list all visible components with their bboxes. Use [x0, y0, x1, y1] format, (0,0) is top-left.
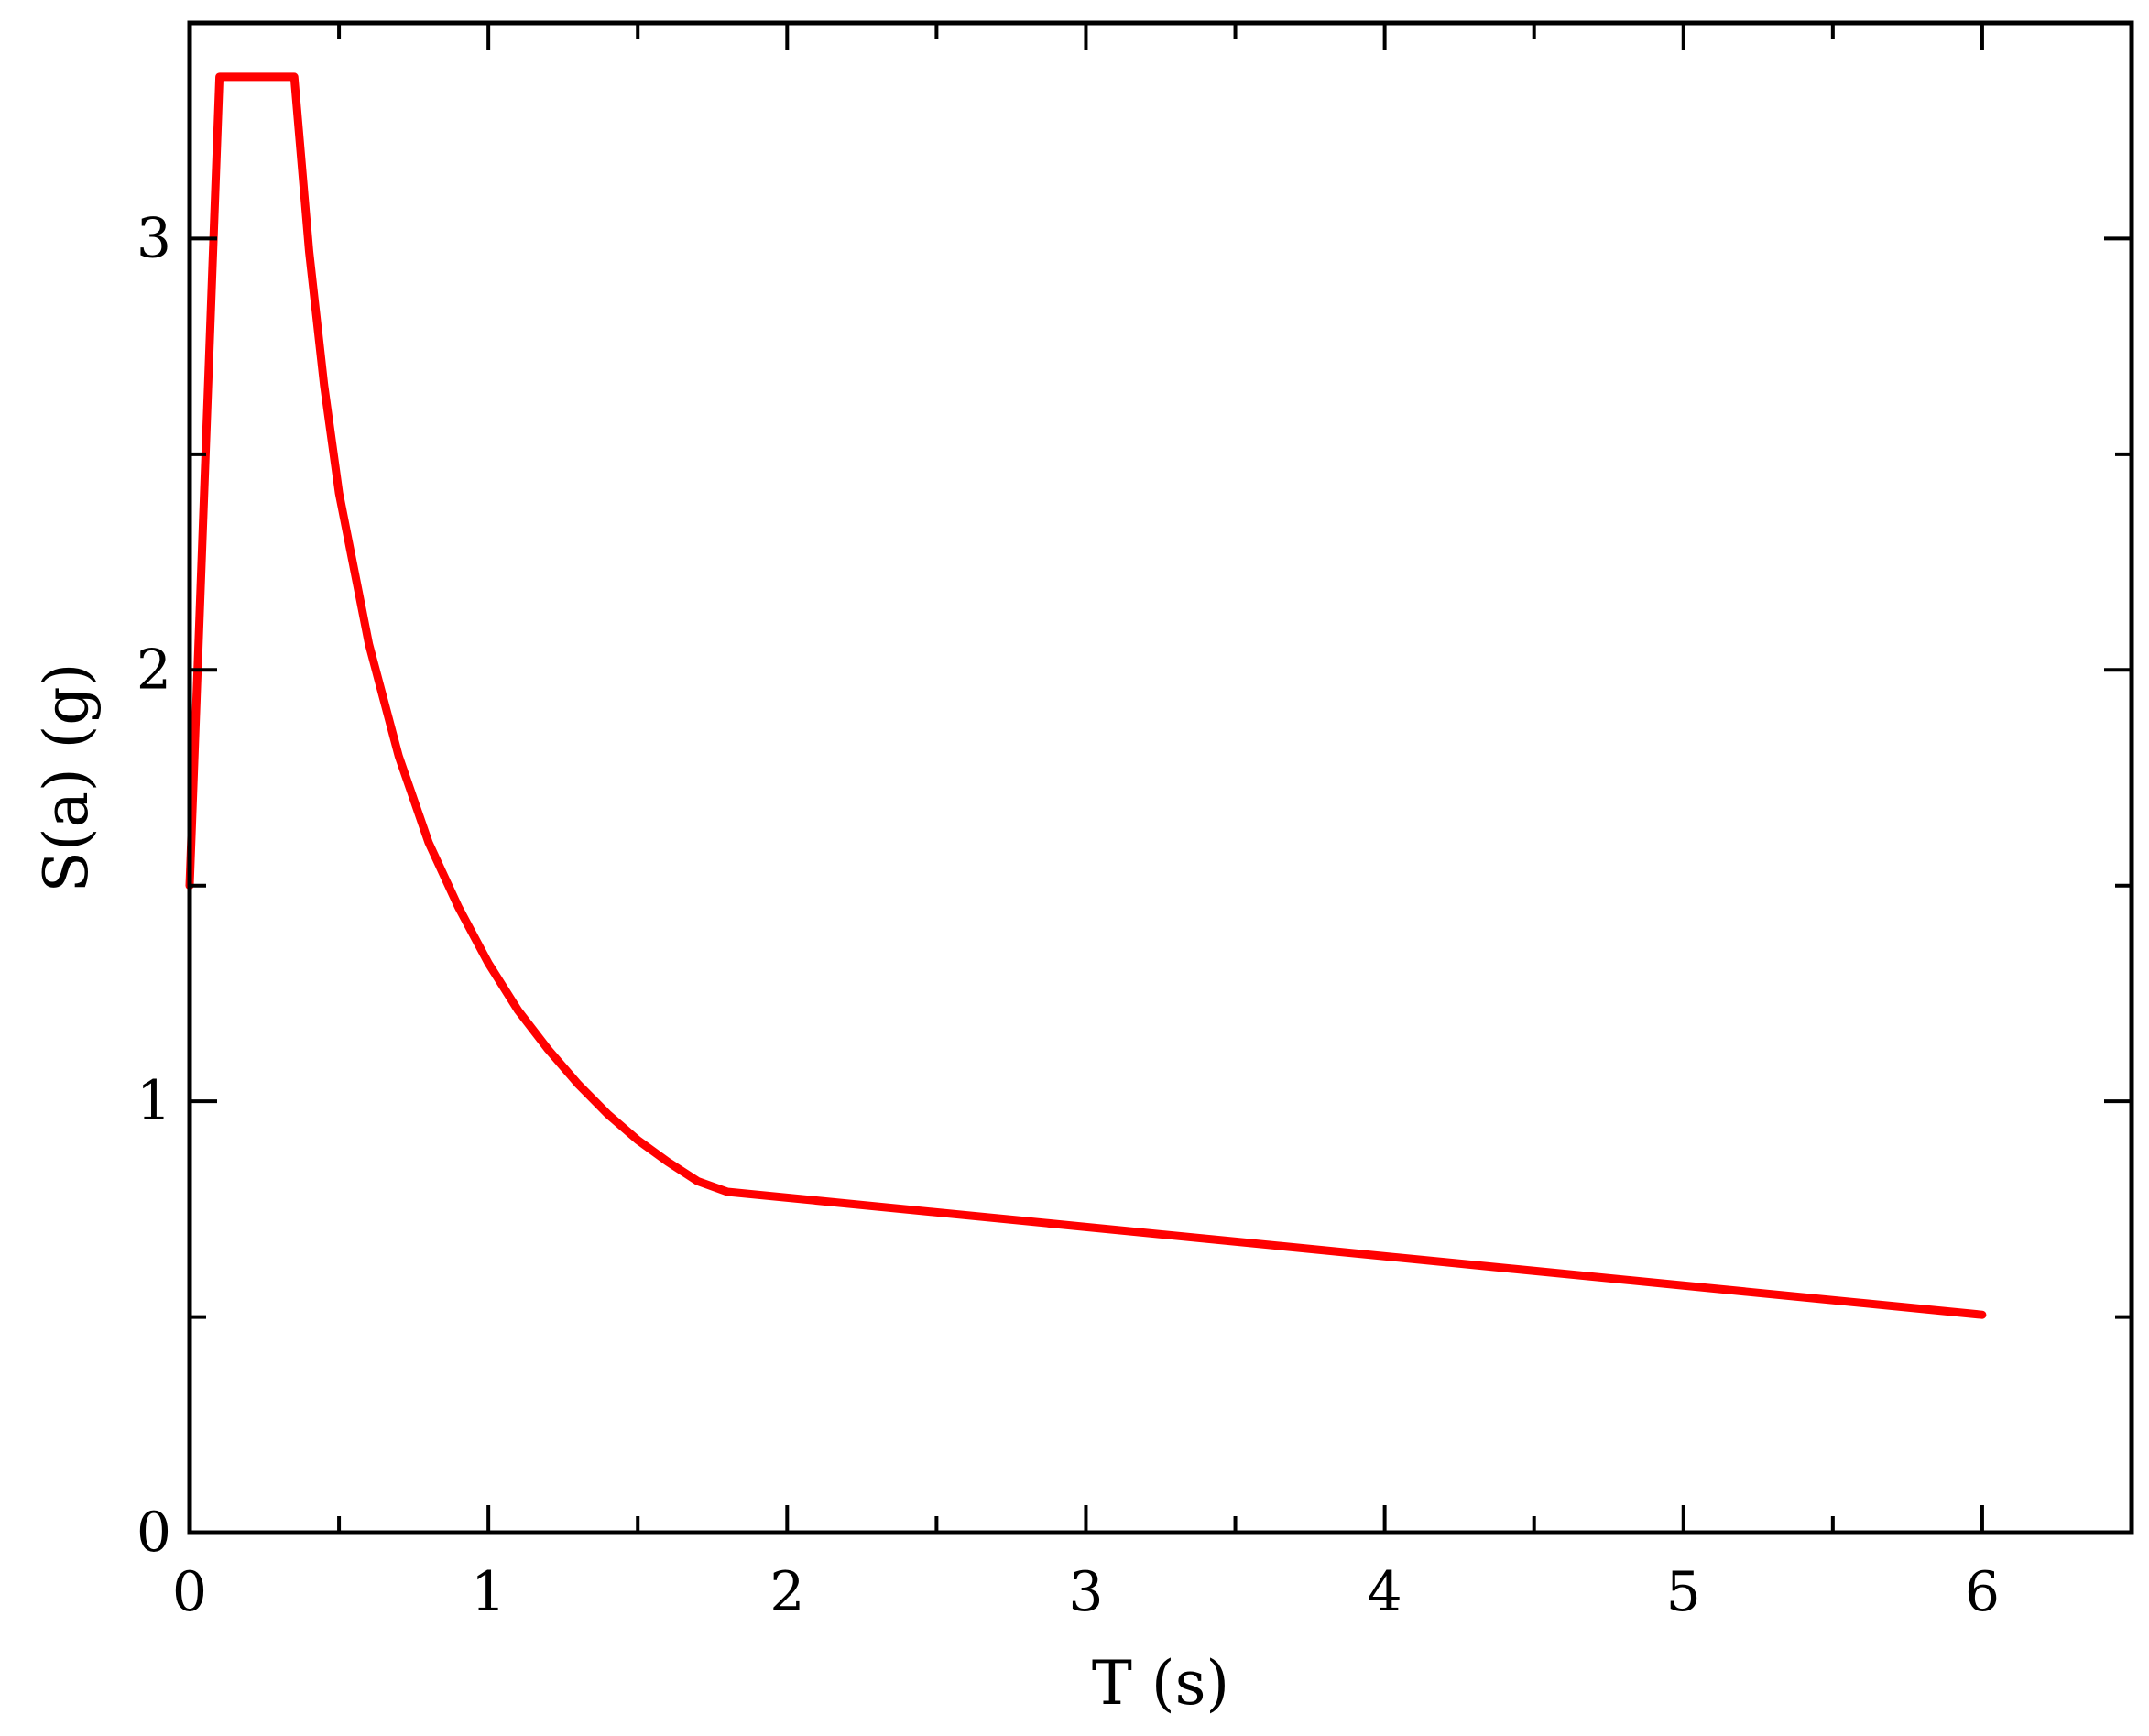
x-tick-label: 3	[1068, 1560, 1103, 1624]
plot-frame	[187, 20, 2134, 1535]
y-tick-label: 3	[136, 206, 171, 270]
series-layer	[185, 72, 1987, 1319]
ticks-layer	[188, 23, 2132, 1534]
x-tick-label: 4	[1368, 1560, 1402, 1624]
series-line	[185, 72, 1987, 1319]
y-tick-label: 1	[136, 1069, 171, 1133]
x-tick-label: 0	[172, 1560, 207, 1624]
x-tick-label: 1	[471, 1560, 506, 1624]
y-tick-label: 2	[136, 638, 171, 702]
x-tick-label: 2	[769, 1560, 804, 1624]
x-axis-title: T (s)	[1092, 1648, 1229, 1719]
x-tick-label: 6	[1965, 1560, 2000, 1624]
tick-labels-layer: 0 1 2 3 4 5 6 0 1 2 3	[136, 206, 2000, 1624]
y-axis-title: S(a) (g)	[31, 663, 102, 893]
x-tick-label: 5	[1666, 1560, 1701, 1624]
y-tick-label: 0	[136, 1501, 171, 1565]
